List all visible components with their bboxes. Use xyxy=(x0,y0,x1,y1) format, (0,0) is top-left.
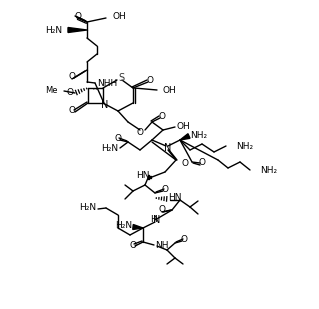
Text: O: O xyxy=(75,11,81,20)
Text: O: O xyxy=(130,242,137,251)
Text: NH₂: NH₂ xyxy=(260,166,277,175)
Text: NHH: NHH xyxy=(97,78,117,87)
Polygon shape xyxy=(68,28,87,32)
Text: OH: OH xyxy=(162,86,176,95)
Text: NH: NH xyxy=(155,240,168,249)
Text: N: N xyxy=(164,143,172,153)
Text: O: O xyxy=(159,205,166,214)
Text: NH₂: NH₂ xyxy=(236,142,253,150)
Text: HN: HN xyxy=(168,193,182,202)
Text: O: O xyxy=(69,105,76,115)
Text: NH₂: NH₂ xyxy=(190,130,207,139)
Text: OH: OH xyxy=(112,11,126,20)
Text: S: S xyxy=(118,73,124,83)
Text: O: O xyxy=(182,159,189,167)
Text: O: O xyxy=(161,185,168,194)
Text: H₂N: H₂N xyxy=(45,26,62,35)
Text: HN: HN xyxy=(137,171,150,180)
Text: O: O xyxy=(198,158,205,167)
Text: H₂N: H₂N xyxy=(101,143,118,153)
Text: O: O xyxy=(137,128,144,137)
Text: OH: OH xyxy=(176,121,190,130)
Text: O: O xyxy=(66,87,73,96)
Text: H₂N: H₂N xyxy=(115,222,132,231)
Text: O: O xyxy=(159,112,166,121)
Text: O: O xyxy=(146,75,153,84)
Text: O: O xyxy=(115,133,122,142)
Text: Me: Me xyxy=(46,86,58,95)
Polygon shape xyxy=(180,134,190,140)
Text: O: O xyxy=(69,71,76,81)
Polygon shape xyxy=(133,225,143,230)
Text: H₂N: H₂N xyxy=(79,204,96,213)
Text: N: N xyxy=(101,100,109,110)
Text: N: N xyxy=(153,215,161,225)
Text: ..: .. xyxy=(91,82,99,92)
Text: O: O xyxy=(181,235,188,244)
Text: H: H xyxy=(150,215,156,225)
